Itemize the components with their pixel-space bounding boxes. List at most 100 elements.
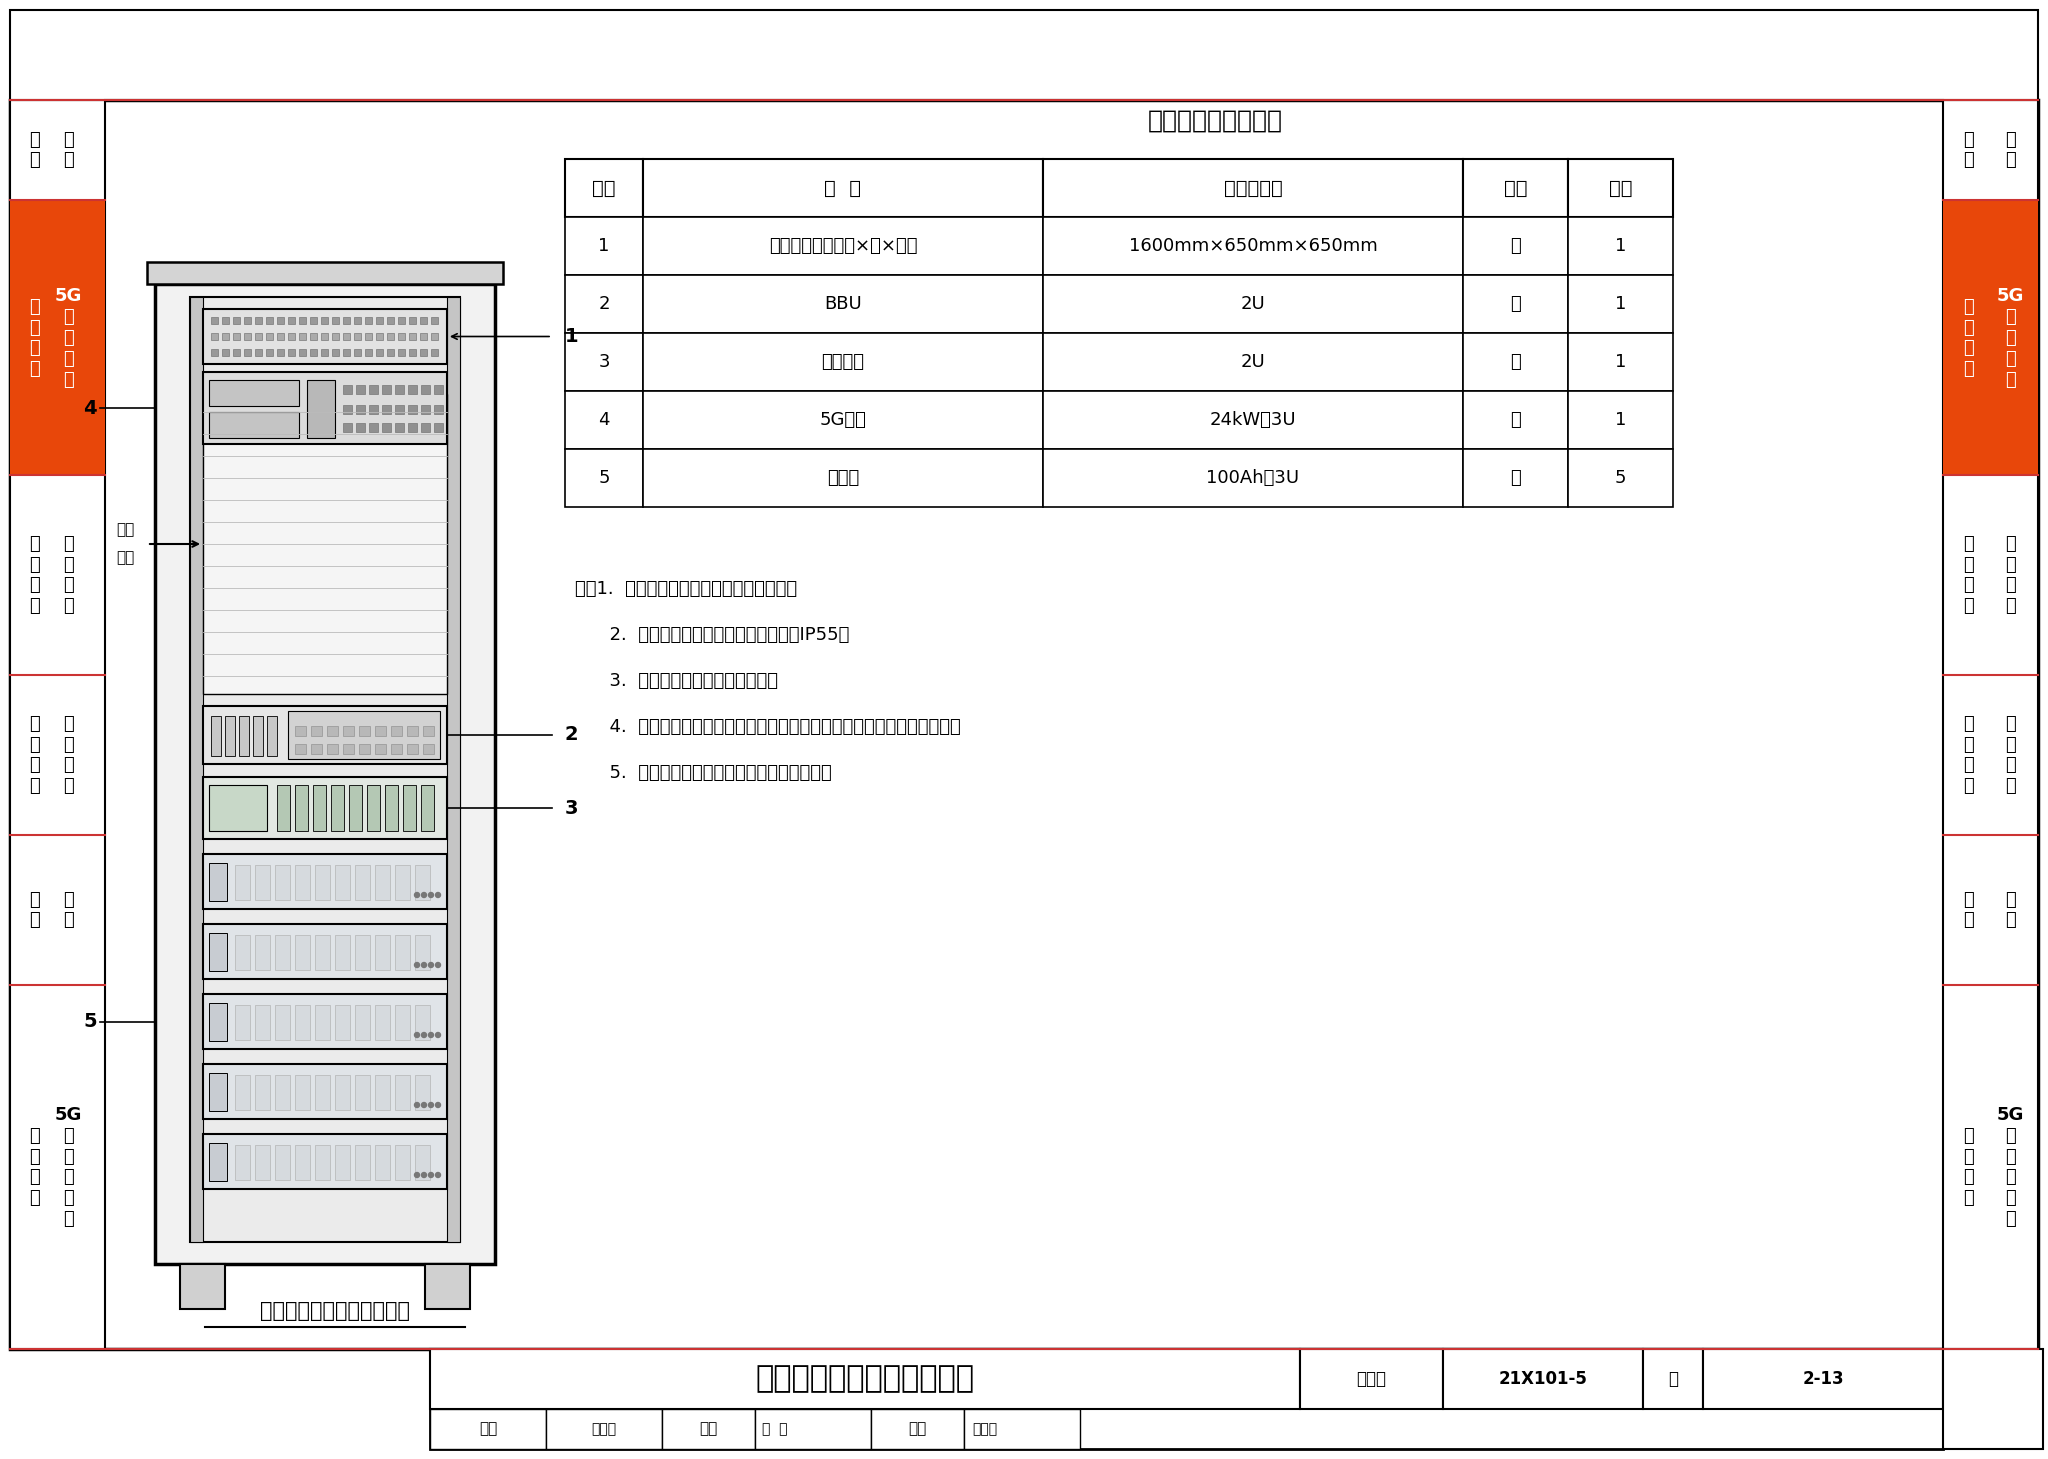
- Bar: [1569, 449, 1673, 506]
- Bar: [299, 317, 305, 324]
- Bar: [870, 1409, 965, 1449]
- Bar: [408, 423, 418, 432]
- Bar: [342, 423, 352, 432]
- Bar: [1462, 217, 1569, 274]
- Bar: [643, 391, 1042, 449]
- Bar: [289, 349, 295, 356]
- Bar: [397, 333, 406, 340]
- Bar: [410, 317, 416, 324]
- Bar: [416, 935, 430, 970]
- Circle shape: [428, 1103, 434, 1107]
- Bar: [190, 298, 203, 1242]
- Text: 1600mm×650mm×650mm: 1600mm×650mm×650mm: [1128, 236, 1378, 255]
- Bar: [209, 1072, 227, 1110]
- Bar: [233, 317, 240, 324]
- Bar: [1944, 1350, 2044, 1449]
- Bar: [274, 935, 291, 970]
- Bar: [1042, 449, 1462, 506]
- Bar: [225, 716, 236, 756]
- Text: 4: 4: [598, 411, 610, 429]
- Bar: [209, 379, 299, 406]
- Circle shape: [414, 963, 420, 967]
- Bar: [315, 865, 330, 900]
- Bar: [1042, 217, 1462, 274]
- Text: 5: 5: [1614, 468, 1626, 487]
- Text: 2: 2: [598, 295, 610, 314]
- Bar: [203, 924, 446, 979]
- Bar: [203, 372, 446, 444]
- Bar: [383, 385, 391, 394]
- Bar: [383, 406, 391, 414]
- Bar: [422, 385, 430, 394]
- Bar: [354, 1075, 371, 1110]
- Bar: [236, 1075, 250, 1110]
- Bar: [756, 1409, 870, 1449]
- Bar: [420, 349, 426, 356]
- Text: 2U: 2U: [1241, 295, 1266, 314]
- Bar: [233, 349, 240, 356]
- Bar: [236, 865, 250, 900]
- Bar: [395, 865, 410, 900]
- Bar: [203, 394, 446, 694]
- Bar: [430, 349, 438, 356]
- Bar: [377, 333, 383, 340]
- Text: 系
统
设
计: 系 统 设 计: [1962, 298, 1974, 378]
- Bar: [190, 298, 461, 1242]
- Bar: [336, 1145, 350, 1180]
- Bar: [209, 864, 227, 902]
- Text: 工
程: 工 程: [63, 890, 74, 929]
- Bar: [256, 935, 270, 970]
- Bar: [315, 1075, 330, 1110]
- Bar: [391, 727, 401, 735]
- Circle shape: [414, 1103, 420, 1107]
- Bar: [209, 1142, 227, 1180]
- Bar: [1462, 159, 1569, 217]
- Bar: [203, 1064, 446, 1119]
- Text: 锂电池: 锂电池: [827, 468, 858, 487]
- Bar: [416, 865, 430, 900]
- Bar: [266, 349, 272, 356]
- Text: 设
施
设
计: 设 施 设 计: [29, 535, 41, 616]
- Bar: [209, 785, 266, 832]
- Bar: [375, 1145, 389, 1180]
- Circle shape: [436, 963, 440, 967]
- Bar: [276, 333, 285, 340]
- Text: 建
筑
配
套: 建 筑 配 套: [2005, 715, 2015, 795]
- Circle shape: [422, 1173, 426, 1177]
- Text: 个: 个: [1509, 468, 1522, 487]
- Bar: [266, 317, 272, 324]
- Text: 1: 1: [1614, 411, 1626, 429]
- Bar: [643, 449, 1042, 506]
- Bar: [1569, 217, 1673, 274]
- Bar: [221, 317, 229, 324]
- Bar: [1042, 391, 1462, 449]
- Bar: [309, 317, 317, 324]
- Bar: [375, 865, 389, 900]
- Bar: [311, 744, 322, 754]
- Bar: [430, 1409, 547, 1449]
- Bar: [1462, 333, 1569, 391]
- Circle shape: [436, 893, 440, 897]
- Bar: [397, 349, 406, 356]
- Text: 工
程: 工 程: [2005, 890, 2015, 929]
- Bar: [256, 1145, 270, 1180]
- Bar: [211, 716, 221, 756]
- Bar: [643, 159, 1042, 217]
- Text: 系
统
设
计: 系 统 设 计: [29, 298, 41, 378]
- Bar: [416, 1145, 430, 1180]
- Bar: [322, 333, 328, 340]
- Bar: [375, 744, 385, 754]
- Bar: [395, 406, 403, 414]
- Bar: [1569, 391, 1673, 449]
- Bar: [240, 716, 250, 756]
- Bar: [395, 1075, 410, 1110]
- Bar: [336, 865, 350, 900]
- Text: 3: 3: [565, 798, 578, 817]
- Bar: [354, 865, 371, 900]
- Bar: [420, 333, 426, 340]
- Bar: [416, 1075, 430, 1110]
- Bar: [276, 317, 285, 324]
- Bar: [369, 423, 379, 432]
- Bar: [387, 349, 393, 356]
- Bar: [209, 1002, 227, 1042]
